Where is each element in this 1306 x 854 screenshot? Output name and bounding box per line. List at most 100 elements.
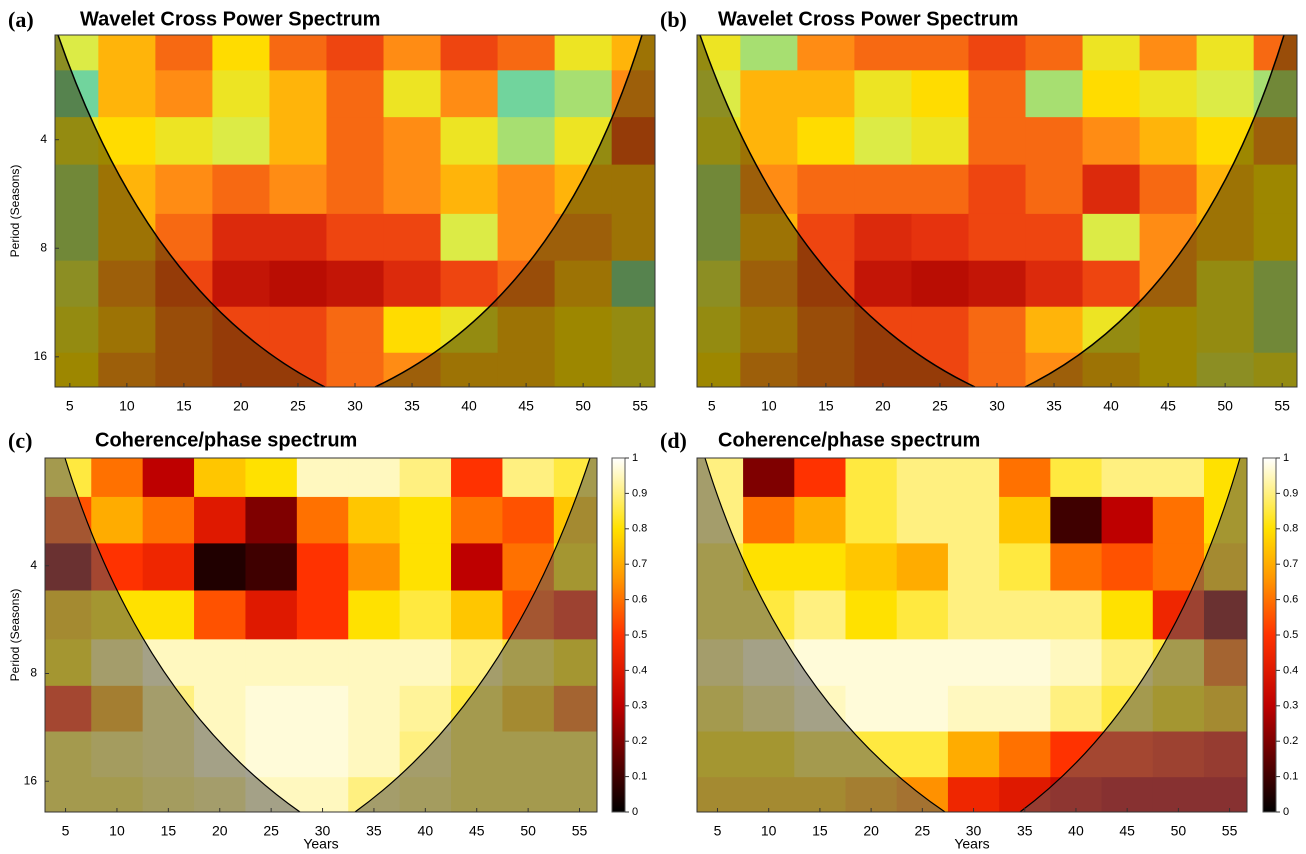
heat-cell (947, 590, 1000, 640)
coi-line (64, 457, 591, 813)
heat-cell (968, 117, 1027, 166)
heat-cell (999, 731, 1051, 778)
x-tick-label: 55 (572, 823, 588, 839)
heat-cell (245, 458, 298, 498)
heatmaps (45, 35, 1298, 813)
coi-line (57, 34, 643, 388)
x-tick-label: 20 (233, 398, 249, 414)
heat-cell (999, 685, 1051, 733)
heat-cell (1082, 260, 1141, 308)
heat-cell (896, 543, 949, 592)
heat-cell (1050, 685, 1103, 733)
heat-cell (911, 70, 969, 118)
heat-cell (142, 458, 195, 498)
heat-cell (968, 164, 1027, 215)
heat-cell (797, 164, 855, 215)
heat-cell (440, 70, 499, 118)
heat-cell (794, 543, 847, 592)
heat-cell (1082, 164, 1141, 215)
heat-cell (1050, 543, 1103, 592)
panel-label: (b) (660, 7, 687, 32)
heat-cell (383, 306, 442, 354)
x-axis-label: Years (954, 836, 989, 852)
heat-cell (383, 260, 442, 308)
x-tick-label: 45 (469, 823, 485, 839)
heat-cell (999, 639, 1051, 687)
heat-cell (98, 35, 156, 71)
heat-cell (794, 590, 847, 640)
heat-cell (245, 496, 298, 544)
heat-cell (348, 685, 401, 733)
heat-cell (348, 458, 401, 498)
heat-cell (194, 458, 246, 498)
x-tick-label: 55 (632, 398, 648, 414)
heat-cell (1196, 35, 1255, 71)
heat-cell (91, 496, 144, 544)
heat-cell (947, 731, 1000, 778)
y-tick-label: 8 (40, 240, 47, 254)
heat-cell (854, 117, 912, 166)
heat-cell (326, 117, 385, 166)
heat-cell (142, 496, 195, 544)
heat-cell (1196, 70, 1255, 118)
x-tick-label: 5 (714, 823, 722, 839)
heat-cell (947, 777, 1000, 813)
heat-cell (269, 164, 327, 215)
heat-cell (1139, 164, 1198, 215)
colorbar-tick-label: 0.6 (1283, 594, 1298, 606)
heat-cell (245, 590, 298, 640)
heat-cell (1025, 306, 1084, 354)
heat-cell (740, 70, 798, 118)
plot-frame (696, 457, 1248, 813)
heat-cell (348, 639, 401, 687)
heat-cell (1025, 117, 1084, 166)
heat-cell (399, 458, 452, 498)
heat-cell (968, 213, 1027, 262)
heat-cell (1025, 70, 1084, 118)
heat-cell (1050, 590, 1103, 640)
x-tick-label: 45 (518, 398, 534, 414)
heat-cell (383, 35, 442, 71)
coi-line (699, 34, 1285, 388)
heat-cell (296, 496, 349, 544)
x-tick-label: 5 (66, 398, 74, 414)
heat-cell (743, 496, 795, 544)
heat-cell (854, 213, 912, 262)
heat-cell (269, 70, 327, 118)
heat-cell (296, 543, 349, 592)
coi-line (704, 457, 1241, 813)
heat-cell (896, 496, 949, 544)
heat-cell (497, 117, 556, 166)
heat-cell (194, 543, 246, 592)
heat-cell (326, 306, 385, 354)
heat-cell (451, 543, 503, 592)
colorbar-tick-label: 0.1 (1283, 771, 1298, 783)
colorbar-tick-label: 0.3 (632, 700, 647, 712)
y-axis-label: Period (Seasons) (8, 165, 22, 258)
x-tick-label: 40 (461, 398, 477, 414)
heat-cell (155, 35, 213, 71)
heat-cell (896, 639, 949, 687)
heat-cell (296, 731, 349, 778)
coi-shade (55, 35, 325, 387)
x-tick-label: 35 (1046, 398, 1062, 414)
heat-cell (348, 496, 401, 544)
x-tick-label: 35 (366, 823, 382, 839)
heat-cell (212, 70, 270, 118)
heat-cell (155, 117, 213, 166)
heat-cell (440, 35, 499, 71)
chart-title: Coherence/phase spectrum (95, 429, 357, 451)
heat-cell (440, 164, 499, 215)
heat-cell (999, 496, 1051, 544)
heat-cell (911, 35, 969, 71)
heat-cell (1101, 590, 1154, 640)
x-tick-label: 50 (1217, 398, 1233, 414)
heat-cell (797, 70, 855, 118)
heat-cell (440, 117, 499, 166)
heat-cell (326, 260, 385, 308)
heat-cell (911, 117, 969, 166)
heat-cell (854, 260, 912, 308)
heat-cell (1050, 639, 1103, 687)
